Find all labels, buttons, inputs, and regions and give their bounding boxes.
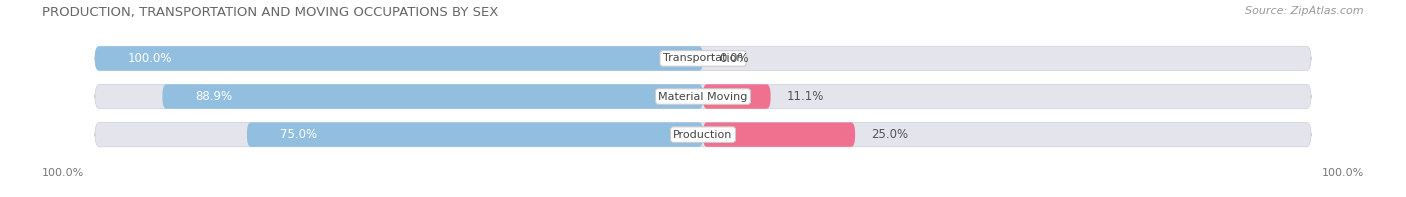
FancyBboxPatch shape: [703, 122, 855, 147]
FancyBboxPatch shape: [96, 84, 1310, 109]
Text: Source: ZipAtlas.com: Source: ZipAtlas.com: [1246, 6, 1364, 16]
Text: 88.9%: 88.9%: [195, 90, 233, 103]
Text: 25.0%: 25.0%: [870, 128, 908, 141]
Text: 100.0%: 100.0%: [42, 168, 84, 178]
Text: Material Moving: Material Moving: [658, 92, 748, 101]
FancyBboxPatch shape: [96, 122, 1310, 147]
Text: Transportation: Transportation: [662, 53, 744, 63]
Text: Production: Production: [673, 130, 733, 140]
FancyBboxPatch shape: [247, 122, 703, 147]
FancyBboxPatch shape: [96, 46, 703, 71]
Text: 11.1%: 11.1%: [786, 90, 824, 103]
Text: 0.0%: 0.0%: [718, 52, 748, 65]
FancyBboxPatch shape: [96, 46, 1310, 71]
Text: 100.0%: 100.0%: [1322, 168, 1364, 178]
FancyBboxPatch shape: [163, 84, 703, 109]
Text: PRODUCTION, TRANSPORTATION AND MOVING OCCUPATIONS BY SEX: PRODUCTION, TRANSPORTATION AND MOVING OC…: [42, 6, 499, 19]
FancyBboxPatch shape: [703, 84, 770, 109]
Text: 100.0%: 100.0%: [128, 52, 173, 65]
Text: 75.0%: 75.0%: [280, 128, 318, 141]
